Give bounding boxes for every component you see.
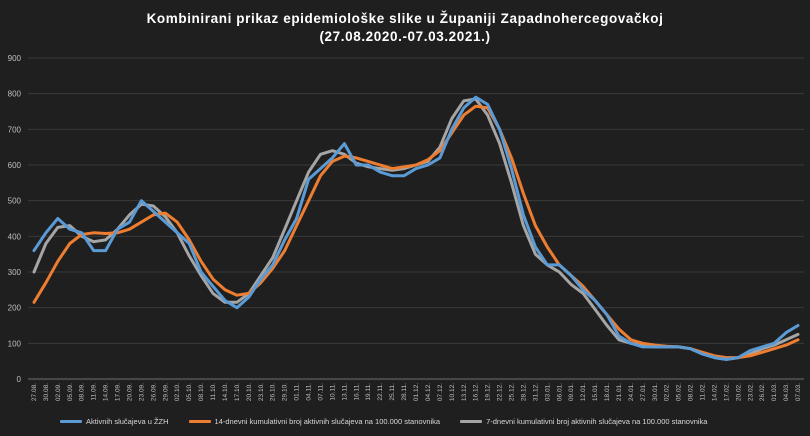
x-tick-label: 16.11. [353,383,360,401]
x-tick-label: 27.01. [640,383,647,401]
x-tick-label: 22.11. [377,383,384,401]
legend-label: Aktivnih slučajeva u ŽZH [86,416,169,426]
y-tick-label: 400 [8,232,22,241]
x-tick-label: 27.08. [31,383,38,401]
chart-title-main: Kombinirani prikaz epidemiološke slike u… [146,11,664,26]
x-tick-label: 23.10. [258,383,265,401]
x-tick-label: 26.02. [759,383,766,401]
x-tick-label: 08.10. [198,383,205,401]
x-tick-label: 01.12. [413,383,420,401]
x-tick-label: 20.02. [735,383,742,401]
x-tick-label: 28.12. [520,383,527,401]
x-tick-label: 29.10. [282,383,289,401]
x-tick-label: 08.02. [688,383,695,401]
legend-item-2: 14-dnevni kumulativni broj aktivnih sluč… [188,416,441,426]
x-tick-label: 19.12. [485,383,492,401]
x-tick-label: 05.10. [186,383,193,401]
x-tick-label: 14.09. [103,383,110,401]
x-tick-label: 24.01. [628,383,635,401]
x-tick-label: 10.12. [449,383,456,401]
x-tick-label: 11.09. [91,383,98,401]
legend-swatch [460,419,483,423]
legend-label: 7-dnevni kumulativni broj aktivnih sluča… [486,416,708,426]
x-tick-label: 18.01. [604,383,611,401]
x-tick-label: 02.02. [664,383,671,401]
legend-item-3: 7-dnevni kumulativni broj aktivnih sluča… [460,417,707,426]
chart-title: Kombinirani prikaz epidemiološke slike u… [0,10,810,46]
legend-swatch [60,419,82,423]
x-tick-label: 10.11. [329,383,336,401]
x-tick-label: 28.11. [401,383,408,401]
x-tick-label: 09.01. [568,383,575,401]
y-tick-label: 100 [8,339,22,348]
y-tick-label: 600 [8,161,22,170]
x-tick-label: 23.02. [747,383,754,401]
x-tick-label: 23.09. [138,383,145,401]
x-tick-label: 17.10. [234,383,241,401]
x-tick-label: 16.12. [473,383,480,401]
x-tick-label: 12.01. [580,383,587,401]
x-tick-label: 01.11. [294,383,301,401]
x-tick-label: 04.03. [783,383,790,401]
x-tick-label: 26.10. [270,383,277,401]
x-tick-label: 05.02. [676,383,683,401]
x-tick-label: 31.12. [532,383,539,401]
x-tick-label: 20.10. [246,383,253,401]
x-tick-label: 15.01. [592,383,599,401]
y-tick-label: 0 [17,375,22,384]
x-tick-label: 19.11. [365,383,372,401]
x-tick-label: 29.09. [162,383,169,401]
x-tick-label: 14.02. [711,383,718,401]
x-tick-label: 30.01. [652,383,659,401]
x-tick-label: 07.03. [795,383,802,401]
x-tick-label: 11.10. [210,383,217,401]
x-tick-label: 20.09. [126,383,133,401]
y-tick-label: 800 [8,90,22,99]
chart-subtitle: (27.08.2020.-07.03.2021.) [319,29,491,44]
y-tick-label: 200 [8,304,22,313]
x-tick-label: 01.03. [771,383,778,401]
series-line-1 [32,95,800,361]
legend-item-1: Aktivnih slučajeva u ŽZH [60,417,169,426]
x-tick-label: 04.12. [425,383,432,401]
x-tick-label: 02.10. [174,383,181,401]
y-tick-label: 300 [8,268,22,277]
legend-swatch [188,419,211,423]
x-tick-label: 03.01. [544,383,551,401]
y-tick-label: 700 [8,125,22,134]
series-line-3 [32,97,800,361]
x-tick-label: 25.12. [509,383,516,401]
x-tick-label: 07.11. [317,383,324,401]
legend-label: 14-dnevni kumulativni broj aktivnih sluč… [214,416,441,426]
x-tick-label: 06.01. [556,383,563,401]
x-tick-label: 04.11. [306,383,313,401]
x-tick-label: 13.12. [461,383,468,401]
x-tick-label: 22.12. [497,383,504,401]
chart-legend: Aktivnih slučajeva u ŽZH 14-dnevni kumula… [60,414,800,428]
y-tick-label: 900 [8,54,22,63]
x-tick-label: 14.10. [222,383,229,401]
x-tick-label: 07.12. [437,383,444,401]
x-tick-label: 26.09. [150,383,157,401]
x-tick-label: 21.01. [616,383,623,401]
y-tick-label: 500 [8,197,22,206]
x-tick-label: 17.02. [723,383,730,401]
x-tick-label: 05.09. [67,383,74,401]
x-tick-label: 30.08. [43,383,50,401]
series-line-2 [32,104,800,360]
x-tick-label: 25.11. [389,383,396,401]
x-tick-label: 02.09. [55,383,62,401]
x-tick-label: 08.09. [79,383,86,401]
x-tick-label: 11.02. [700,383,707,401]
x-tick-label: 13.11. [341,383,348,401]
x-tick-label: 17.09. [115,383,122,401]
